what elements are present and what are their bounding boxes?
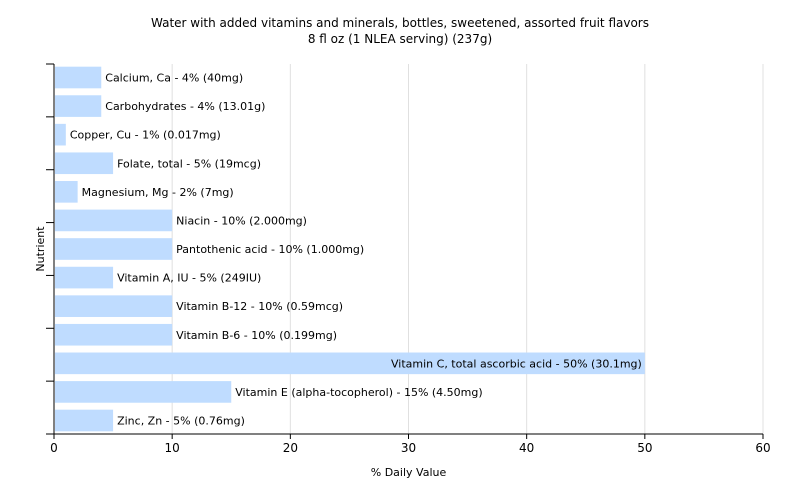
ticks: 0 10 20 30 40 50 60 xyxy=(46,63,771,455)
bar xyxy=(55,181,78,203)
x-tick-label: 30 xyxy=(401,441,416,455)
x-tick-label: 10 xyxy=(165,441,180,455)
x-tick-label: 40 xyxy=(519,441,534,455)
bar xyxy=(55,295,173,317)
bar-label: Calcium, Ca - 4% (40mg) xyxy=(105,72,243,85)
bar-label: Niacin - 10% (2.000mg) xyxy=(176,214,307,227)
x-tick-label: 60 xyxy=(755,441,770,455)
bar-label: Folate, total - 5% (19mcg) xyxy=(117,157,261,170)
bar xyxy=(55,409,114,432)
y-axis-title: Nutrient xyxy=(34,226,47,272)
bar-label: Pantothenic acid - 10% (1.000mg) xyxy=(176,243,364,256)
bar xyxy=(55,95,102,117)
bar-label: Vitamin E (alpha-tocopherol) - 15% (4.50… xyxy=(235,386,482,399)
chart-title: Water with added vitamins and minerals, … xyxy=(151,16,649,30)
bar xyxy=(55,123,66,146)
bar xyxy=(55,238,173,260)
bar xyxy=(55,381,232,403)
bar-label: Zinc, Zn - 5% (0.76mg) xyxy=(117,415,245,428)
x-tick-label: 50 xyxy=(637,441,652,455)
chart-subtitle: 8 fl oz (1 NLEA serving) (237g) xyxy=(307,32,493,46)
bar-label: Vitamin C, total ascorbic acid - 50% (30… xyxy=(391,357,642,370)
bar-label: Vitamin B-12 - 10% (0.59mcg) xyxy=(176,300,343,313)
bars: Calcium, Ca - 4% (40mg) Carbohydrates - 4… xyxy=(55,66,645,432)
bar-label: Magnesium, Mg - 2% (7mg) xyxy=(82,186,234,199)
bar-label: Copper, Cu - 1% (0.017mg) xyxy=(70,129,221,142)
bar xyxy=(55,266,114,289)
bar-label: Vitamin A, IU - 5% (249IU) xyxy=(117,272,261,285)
bar xyxy=(55,352,645,375)
bar xyxy=(55,323,173,346)
x-tick-label: 20 xyxy=(283,441,298,455)
bar-label: Carbohydrates - 4% (13.01g) xyxy=(105,100,265,113)
bar xyxy=(55,152,114,175)
x-tick-label: 0 xyxy=(50,441,58,455)
bar xyxy=(55,66,102,89)
bar-label: Vitamin B-6 - 10% (0.199mg) xyxy=(176,329,337,342)
bar xyxy=(55,209,173,232)
x-axis-title: % Daily Value xyxy=(371,466,447,479)
